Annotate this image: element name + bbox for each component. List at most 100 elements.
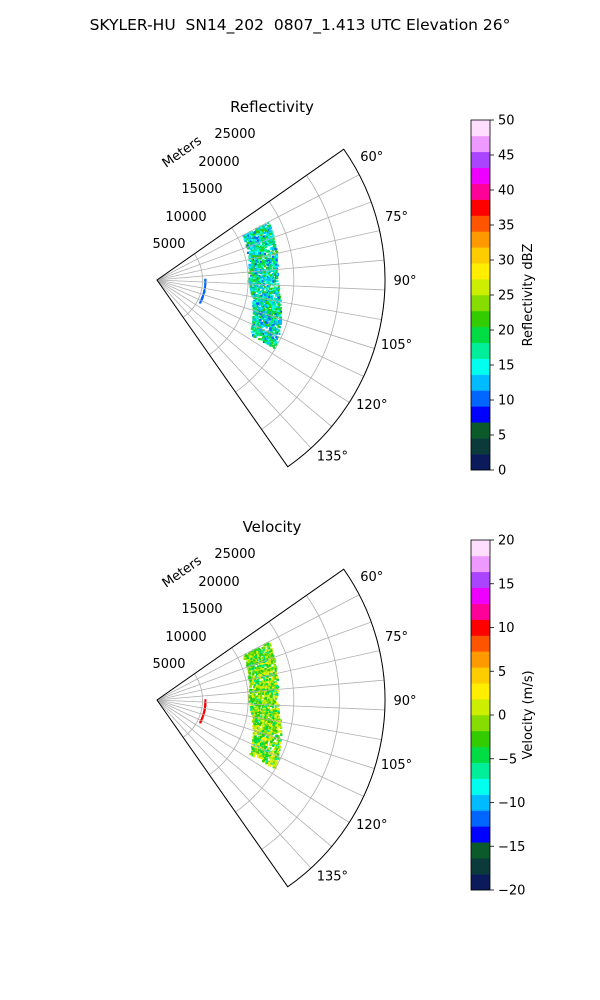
colorbar-segment — [471, 374, 490, 391]
echo-cell — [274, 265, 277, 268]
echo-cell — [278, 332, 281, 335]
radial-tick-label: 15000 — [181, 602, 222, 617]
echo-cell — [254, 287, 257, 291]
echo-cell — [262, 688, 265, 691]
echo-cell — [200, 298, 203, 301]
echo-cell — [263, 228, 266, 231]
echo-cell — [249, 266, 252, 269]
echo-cell — [267, 737, 270, 740]
echo-cell — [265, 293, 268, 296]
echo-cell — [266, 695, 269, 698]
echo-cell — [259, 277, 262, 281]
echo-cell — [253, 754, 256, 757]
echo-cell — [257, 654, 260, 657]
echo-cell — [252, 695, 255, 698]
echo-cell — [264, 334, 267, 337]
echo-cell — [251, 287, 254, 290]
echo-cell — [265, 731, 268, 734]
echo-cell — [256, 324, 259, 327]
echo-cell — [262, 739, 265, 742]
echo-cell — [253, 742, 256, 745]
echo-cell — [274, 693, 277, 696]
echo-cell — [278, 722, 281, 725]
echo-cell — [266, 754, 269, 757]
echo-cell — [270, 670, 273, 674]
echo-cell — [262, 298, 265, 301]
echo-cell — [262, 277, 265, 280]
echo-cell — [246, 662, 249, 666]
echo-cell — [251, 254, 254, 258]
echo-cell — [270, 762, 273, 765]
echo-cell — [274, 702, 277, 705]
echo-cell — [251, 699, 254, 702]
echo-cell — [261, 709, 264, 712]
echo-cell — [260, 238, 263, 241]
echo-cell — [256, 696, 259, 699]
echo-cell — [252, 751, 255, 754]
echo-cell — [259, 700, 262, 703]
echo-cell — [250, 235, 253, 238]
echo-cell — [274, 750, 277, 753]
echo-cell — [254, 671, 257, 674]
echo-cell — [250, 276, 253, 279]
echo-cell — [256, 685, 259, 688]
echo-cell — [272, 280, 275, 283]
echo-cell — [254, 736, 257, 739]
echo-cell — [255, 704, 258, 707]
echo-cell — [272, 674, 275, 677]
echo-cell — [271, 301, 274, 304]
colorbar-tick-label: 5 — [498, 665, 506, 680]
echo-cell — [253, 264, 256, 267]
echo-cell — [261, 733, 264, 736]
echo-cell — [249, 702, 252, 705]
echo-cell — [259, 664, 262, 668]
echo-cell — [264, 721, 267, 724]
echo-cell — [268, 682, 271, 685]
echo-cell — [255, 281, 258, 284]
echo-cell — [245, 244, 248, 247]
echo-cell — [256, 319, 259, 322]
echo-cell — [265, 654, 268, 657]
echo-cell — [268, 642, 271, 645]
echo-cell — [259, 697, 262, 700]
echo-cell — [259, 755, 262, 758]
echo-cell — [252, 267, 255, 270]
echo-cell — [257, 289, 260, 292]
radial-tick-label: 5000 — [152, 237, 185, 252]
echo-cell — [269, 736, 272, 739]
echo-cell — [275, 255, 279, 258]
echo-cell — [257, 749, 260, 752]
echo-cell — [249, 231, 252, 234]
echo-cell — [255, 279, 258, 282]
echo-cell — [249, 242, 252, 245]
echo-cell — [271, 281, 274, 284]
echo-cell — [277, 716, 281, 719]
echo-cell — [244, 240, 247, 243]
echo-cell — [274, 318, 277, 321]
echo-cell — [253, 708, 256, 711]
echo-cell — [274, 726, 277, 729]
echo-cell — [268, 329, 271, 333]
echo-cell — [274, 246, 277, 249]
echo-cell — [261, 248, 264, 251]
echo-cell — [261, 680, 264, 683]
theta-tick-label: 60° — [360, 570, 383, 585]
echo-cell — [250, 698, 253, 701]
echo-cell — [261, 267, 265, 270]
colorbar-segment — [471, 730, 490, 748]
echo-cell — [254, 307, 257, 310]
echo-cell — [268, 701, 271, 704]
echo-cell — [255, 737, 258, 740]
echo-cell — [274, 667, 277, 670]
echo-cell — [256, 659, 259, 662]
theta-tick-label: 105° — [381, 758, 412, 773]
echo-cell — [254, 723, 257, 726]
radial-tick-label: 20000 — [198, 575, 239, 590]
echo-cell — [256, 275, 259, 278]
echo-cell — [266, 686, 270, 689]
echo-cell — [260, 312, 263, 315]
echo-cell — [258, 227, 261, 230]
azimuth-spoke — [156, 699, 350, 823]
echo-cell — [255, 648, 258, 651]
echo-cell — [255, 269, 258, 272]
